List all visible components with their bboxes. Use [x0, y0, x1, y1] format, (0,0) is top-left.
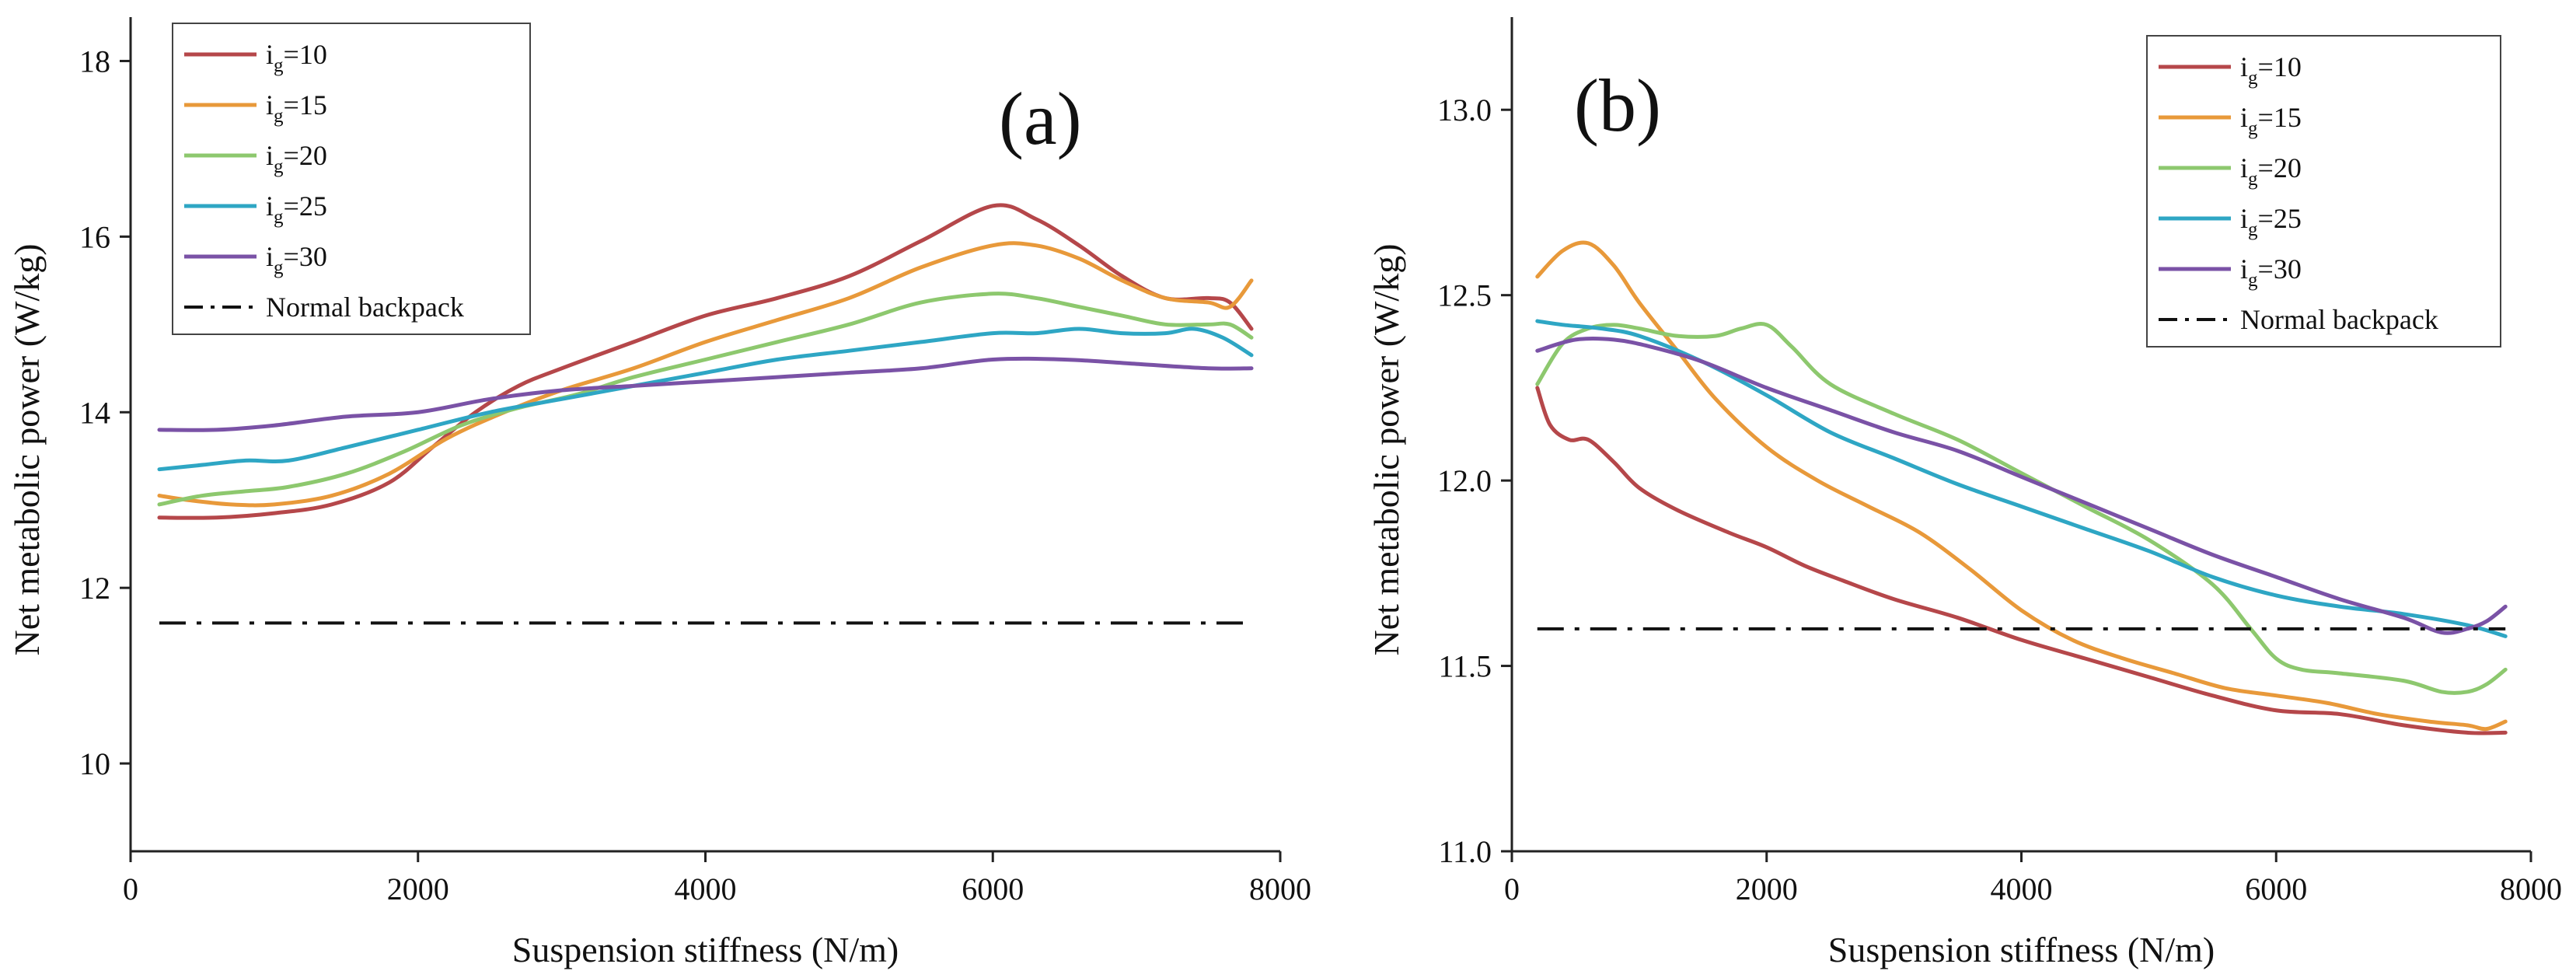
- y-tick-label: 10: [79, 746, 110, 781]
- legend-label-value: =15: [284, 89, 327, 121]
- legend-label-subscript: g: [2248, 270, 2258, 291]
- legend-label-subscript: g: [2248, 68, 2258, 89]
- series-line-i-g-25: [157, 327, 1254, 472]
- series-line-i-g-30: [157, 356, 1254, 432]
- y-axis-title: Net metabolic power (W/kg): [7, 243, 47, 655]
- legend-label-subscript: g: [274, 55, 284, 76]
- y-tick-label: 14: [79, 395, 110, 430]
- x-tick-label: 0: [123, 871, 138, 906]
- y-tick-label: 13.0: [1437, 93, 1492, 127]
- x-tick-label: 6000: [962, 871, 1024, 906]
- legend-entry-label: ig=15: [266, 89, 327, 127]
- legend-label-value: =30: [2258, 253, 2302, 285]
- x-tick-label: 2000: [1736, 871, 1798, 906]
- x-tick-label: 2000: [387, 871, 449, 906]
- legend-label-main: i: [266, 39, 274, 70]
- legend-label-main: i: [266, 89, 274, 121]
- legend-label-main: i: [266, 190, 274, 222]
- series-line-i-g-25: [1535, 319, 2508, 638]
- x-tick-label: 6000: [2245, 871, 2307, 906]
- legend-entry-label: ig=10: [2240, 51, 2302, 89]
- x-axis-title: Suspension stiffness (N/m): [512, 930, 899, 969]
- legend-entry-label: ig=15: [2240, 102, 2302, 139]
- y-tick-label: 12.0: [1437, 463, 1492, 498]
- legend-label-subscript: g: [2248, 118, 2258, 139]
- legend-label-main: i: [2240, 253, 2248, 285]
- legend-entry-label: ig=20: [266, 140, 327, 177]
- series-line-i-g-20: [157, 292, 1254, 507]
- legend-box: [172, 23, 531, 335]
- x-tick-label: 4000: [1991, 871, 2053, 906]
- series-line-i-g-10: [1535, 386, 2508, 735]
- panel-label: (a): [999, 77, 1082, 160]
- legend-entry-label: ig=30: [2240, 253, 2302, 291]
- series-line-i-g-20: [1535, 322, 2508, 695]
- series-line-i-g-30: [1535, 336, 2508, 635]
- legend-label-subscript: g: [274, 106, 284, 127]
- y-tick-label: 16: [79, 219, 110, 254]
- legend-label-subscript: g: [2248, 219, 2258, 240]
- legend-label-value: =25: [284, 190, 327, 222]
- legend-label-value: =20: [284, 140, 327, 171]
- legend-label-main: i: [266, 241, 274, 272]
- y-axis-title: Net metabolic power (W/kg): [1367, 243, 1406, 655]
- legend-label-value: =10: [2258, 51, 2302, 82]
- legend-entry-label: ig=10: [266, 39, 327, 76]
- legend-label-main: i: [266, 140, 274, 171]
- series-line-i-g-15: [157, 241, 1254, 508]
- legend-label-main: i: [2240, 152, 2248, 183]
- chart-panel-a: 0 2000 4000 6000 8000 10 12 14 16 18 Suspension st…: [7, 17, 1311, 969]
- legend-entry-label: ig=20: [2240, 152, 2302, 190]
- legend-label-subscript: g: [274, 156, 284, 177]
- legend-label-value: =30: [284, 241, 327, 272]
- x-tick-label: 8000: [1249, 871, 1311, 906]
- y-tick-label: 12: [79, 571, 110, 606]
- y-tick-label: 11.5: [1438, 649, 1492, 684]
- x-axis-title: Suspension stiffness (N/m): [1828, 930, 2215, 969]
- y-tick-label: 11.0: [1438, 834, 1492, 869]
- legend-label-value: =10: [284, 39, 327, 70]
- legend-label-main: i: [2240, 51, 2248, 82]
- legend-label-main: i: [2240, 102, 2248, 133]
- legend-entry-label: ig=30: [266, 241, 327, 278]
- legend-label-value: =15: [2258, 102, 2302, 133]
- panel-label: (b): [1574, 64, 1661, 147]
- legend-box: [2146, 35, 2501, 348]
- series-line-i-g-15: [1535, 240, 2508, 732]
- legend-entry-label: Normal backpack: [2240, 304, 2438, 335]
- legend-label-value: =20: [2258, 152, 2302, 183]
- legend-label-subscript: g: [2248, 169, 2258, 190]
- x-tick-label: 0: [1504, 871, 1520, 906]
- legend-entry-label: Normal backpack: [266, 292, 464, 323]
- chart-panel-b: 0 2000 4000 6000 8000 11.0 11.5 12.0 12.5 13.0 Sus…: [1367, 17, 2562, 969]
- legend-label-value: =25: [2258, 203, 2302, 234]
- legend-entry-label: ig=25: [2240, 203, 2302, 240]
- series-line-i-g-10: [157, 203, 1254, 520]
- legend-label-subscript: g: [274, 257, 284, 278]
- x-tick-label: 4000: [675, 871, 737, 906]
- x-tick-label: 8000: [2500, 871, 2562, 906]
- legend-label-main: i: [2240, 203, 2248, 234]
- legend-entry-label: ig=25: [266, 190, 327, 228]
- legend-label-subscript: g: [274, 207, 284, 228]
- y-tick-label: 18: [79, 44, 110, 79]
- y-tick-label: 12.5: [1437, 278, 1492, 313]
